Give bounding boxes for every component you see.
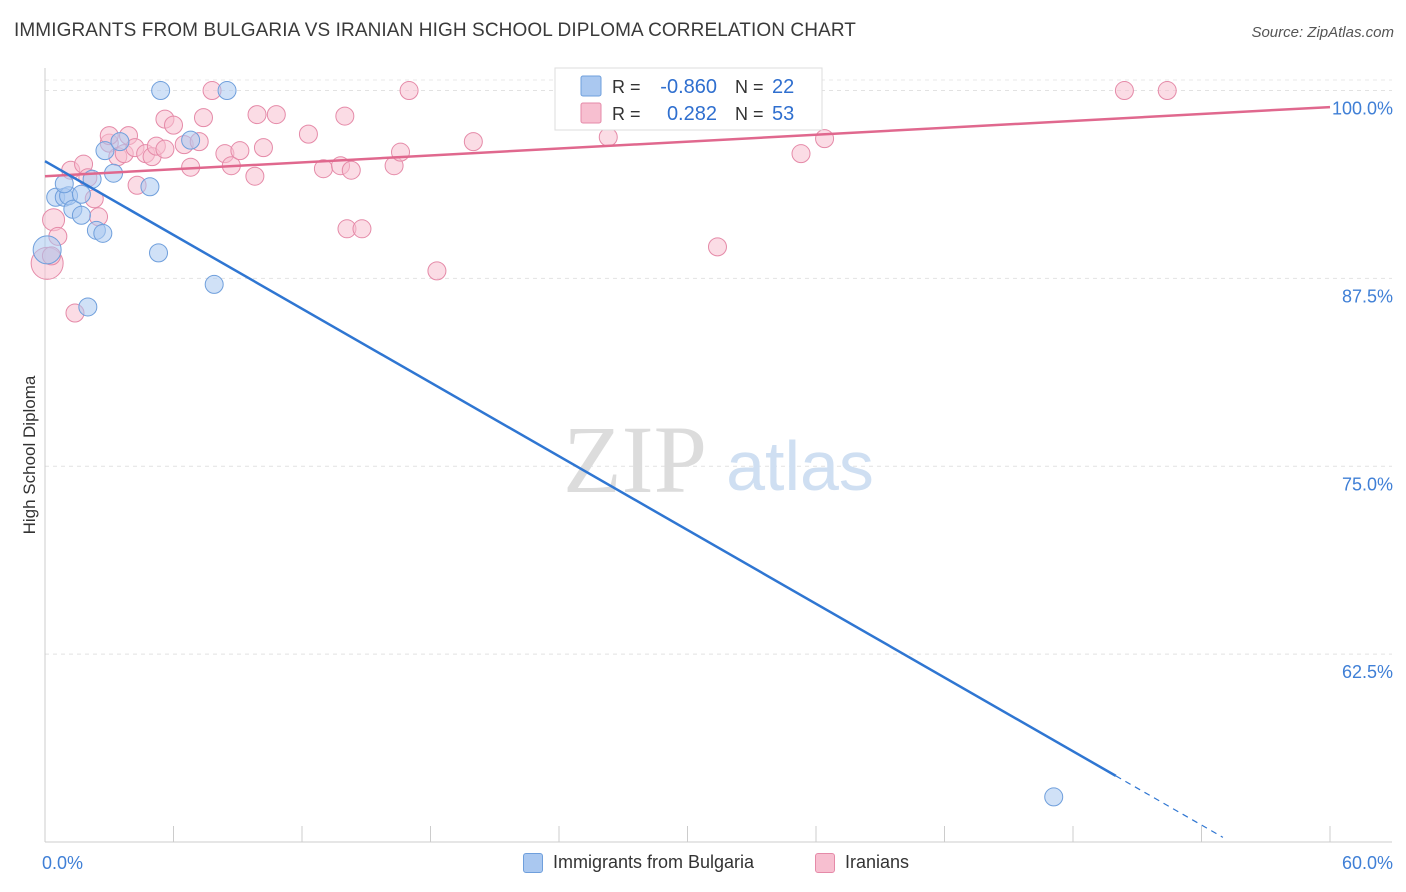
x-tick-label: 60.0% [1342,853,1393,873]
zipatlas-watermark: ZIP atlas [563,406,874,513]
bulgaria-point [110,132,130,152]
iranians-point [1157,81,1177,101]
iranians-point [1114,81,1134,101]
bulgaria-point [71,184,91,204]
series-bulgaria-points [32,81,1064,807]
legend-r-value-bulgaria: -0.860 [660,76,717,98]
iranians-point [341,160,361,180]
iranians-point [707,237,727,257]
iranians-point [266,105,286,125]
bulgaria-point [95,141,115,161]
iranians-trend-line [44,105,1331,178]
y-tick-labels: 62.5% 75.0% 87.5% 100.0% [1332,99,1393,683]
iranians-point [253,138,273,158]
bulgaria-point [217,81,237,101]
bulgaria-point [181,130,201,150]
bulgaria-point [1044,787,1064,807]
bulgaria-trend-extension [1115,775,1224,838]
bulgaria-point [54,174,74,194]
legend-r-label-bulgaria: R = [612,77,641,97]
legend-r-value-iranians: 0.282 [667,103,717,125]
legend-swatch-iranians [580,102,602,124]
y-tick-label: 87.5% [1342,286,1393,306]
legend-n-value-bulgaria: 22 [772,76,794,98]
iranians-point [598,127,618,147]
legend-swatch-bulgaria [580,75,602,97]
chart-title: IMMIGRANTS FROM BULGARIA VS IRANIAN HIGH… [14,20,857,41]
iranians-point [791,144,811,164]
series-iranians-points [30,81,1177,323]
legend-label-bulgaria: Immigrants from Bulgaria [553,852,755,872]
legend-swatch-iranians-bottom [815,852,835,873]
watermark-zip: ZIP [563,406,707,513]
series-legend: Immigrants from Bulgaria Iranians [0,852,1406,878]
bulgaria-point [32,235,62,265]
bulgaria-point [149,243,169,263]
legend-n-label-iranians: N = [735,104,764,124]
bulgaria-point [78,297,98,317]
legend-item-iranians[interactable]: Iranians [815,852,909,873]
iranians-point [298,124,318,144]
legend-n-label-bulgaria: N = [735,77,764,97]
iranians-point [399,81,419,101]
y-tick-label: 75.0% [1342,474,1393,494]
bulgaria-point [71,205,91,225]
iranians-point [352,219,372,239]
iranians-point [815,129,835,149]
legend-swatch-bulgaria-bottom [523,852,543,873]
iranians-point [463,132,483,152]
iranians-point [193,108,213,128]
iranians-point [245,166,265,186]
legend-n-value-iranians: 53 [772,103,794,125]
bulgaria-point [151,81,171,101]
iranians-point [155,139,175,159]
iranians-point [164,115,183,135]
source-credit: Source: ZipAtlas.com [1251,24,1394,41]
iranians-point [247,105,267,125]
trend-lines [44,105,1331,838]
iranians-point [230,141,250,161]
y-tick-label: 100.0% [1332,99,1393,119]
legend-item-bulgaria[interactable]: Immigrants from Bulgaria [523,852,754,873]
iranians-point [335,106,355,126]
stats-legend: R = -0.860 N = 22 R = 0.282 N = 53 [554,67,823,131]
bulgaria-trend-line [44,160,1117,777]
y-tick-label: 62.5% [1342,662,1393,682]
axes [44,68,1392,843]
x-tick-label: 0.0% [42,853,83,873]
watermark-atlas: atlas [726,427,874,505]
legend-label-iranians: Iranians [845,852,910,872]
legend-r-label-iranians: R = [612,104,641,124]
iranians-point [427,261,447,281]
x-tick-labels: 0.0% 60.0% [42,853,1393,873]
bulgaria-point [140,177,160,197]
bulgaria-point [93,223,113,243]
bulgaria-point [204,274,224,294]
